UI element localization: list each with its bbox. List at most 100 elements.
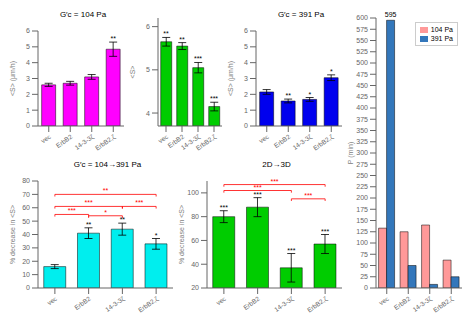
svg-text:***: *** [304,192,312,199]
svg-text:*: * [330,68,333,75]
svg-text:ErbB2: ErbB2 [273,133,292,149]
svg-text:100: 100 [356,239,368,246]
svg-text:***: *** [210,95,218,102]
svg-text:14-3-3ζ: 14-3-3ζ [411,295,433,314]
svg-text:0: 0 [26,122,30,129]
svg-text:575: 575 [356,26,368,33]
svg-text:2: 2 [244,91,248,98]
svg-text:**: ** [86,221,92,228]
svg-text:20: 20 [22,258,30,265]
svg-text:4: 4 [26,59,30,66]
svg-text:450: 450 [356,82,368,89]
svg-text:14-3-3ζ: 14-3-3ζ [73,133,95,152]
svg-text:P (min): P (min) [347,142,355,164]
svg-text:14-3-3ζ: 14-3-3ζ [291,133,313,152]
svg-text:150: 150 [356,217,368,224]
svg-text:600: 600 [356,14,368,21]
svg-text:80: 80 [22,177,30,184]
svg-text:<S> (μm/h): <S> (μm/h) [9,61,17,96]
svg-text:125: 125 [356,228,368,235]
svg-text:4: 4 [244,59,248,66]
svg-text:4: 4 [146,110,150,117]
svg-text:ErbB2: ErbB2 [73,295,92,311]
svg-text:***: *** [321,228,329,235]
svg-text:525: 525 [356,48,368,55]
svg-text:ErbB2: ErbB2 [242,295,261,311]
svg-text:vec: vec [46,294,59,306]
svg-text:*: * [308,91,311,98]
svg-text:500: 500 [356,59,368,66]
svg-text:vec: vec [258,132,271,144]
svg-text:325: 325 [356,138,368,145]
svg-text:***: *** [220,204,228,211]
svg-text:***: *** [68,207,76,214]
svg-text:3: 3 [26,75,30,82]
svg-text:0: 0 [364,284,368,291]
svg-text:ErbB2,ζ: ErbB2,ζ [312,133,335,153]
svg-text:5: 5 [26,43,30,50]
svg-text:6: 6 [146,23,150,30]
svg-text:14-3-3ζ: 14-3-3ζ [104,295,126,314]
svg-text:60: 60 [22,204,30,211]
svg-text:400: 400 [356,104,368,111]
svg-text:vec: vec [378,294,391,306]
svg-text:475: 475 [356,71,368,78]
svg-text:70: 70 [22,191,30,198]
svg-text:***: *** [194,55,202,62]
svg-text:6: 6 [244,27,248,34]
svg-text:50: 50 [22,218,30,225]
svg-text:60: 60 [191,237,199,244]
svg-text:ErbB2,ζ: ErbB2,ζ [195,133,218,153]
svg-text:ErbB2,ζ: ErbB2,ζ [306,295,329,315]
svg-text:***: *** [135,199,143,206]
svg-text:ErbB2: ErbB2 [393,295,412,311]
svg-text:100: 100 [187,189,199,196]
svg-text:10: 10 [22,271,30,278]
svg-text:550: 550 [356,37,368,44]
svg-text:275: 275 [356,161,368,168]
svg-text:***: *** [270,178,278,185]
svg-text:<S>: <S> [129,66,136,79]
svg-text:40: 40 [22,231,30,238]
svg-text:***: *** [287,247,295,254]
svg-text:**: ** [111,35,117,42]
svg-text:595: 595 [385,11,397,18]
svg-text:250: 250 [356,172,368,179]
svg-text:5: 5 [244,43,248,50]
svg-text:ErbB2,ζ: ErbB2,ζ [137,295,160,315]
svg-text:***: *** [254,184,262,191]
svg-text:ErbB2,ζ: ErbB2,ζ [432,295,455,315]
svg-text:***: *** [254,191,262,198]
svg-text:<S> (μm/h): <S> (μm/h) [227,61,235,96]
svg-text:***: *** [85,199,93,206]
svg-text:**: ** [163,30,169,37]
svg-text:200: 200 [356,194,368,201]
svg-text:1: 1 [244,107,248,114]
svg-text:425: 425 [356,93,368,100]
svg-text:% decrease in <S>: % decrease in <S> [178,205,185,264]
svg-text:0: 0 [26,284,30,291]
svg-text:20: 20 [191,284,199,291]
svg-text:% decrease in <S>: % decrease in <S> [9,205,16,264]
svg-text:14-3-3ζ: 14-3-3ζ [273,295,295,314]
svg-text:25: 25 [360,273,368,280]
svg-text:225: 225 [356,183,368,190]
svg-text:2: 2 [26,91,30,98]
svg-text:30: 30 [22,244,30,251]
svg-text:**: ** [179,36,185,43]
svg-text:40: 40 [191,261,199,268]
svg-text:50: 50 [360,262,368,269]
svg-text:375: 375 [356,116,368,123]
svg-text:75: 75 [360,251,368,258]
svg-text:**: ** [103,187,109,194]
svg-text:80: 80 [191,213,199,220]
svg-text:5: 5 [146,66,150,73]
svg-text:vec: vec [215,294,228,306]
svg-text:vec: vec [40,132,53,144]
svg-text:*: * [155,232,158,239]
svg-text:**: ** [286,92,292,99]
svg-text:1: 1 [26,107,30,114]
svg-text:*: * [104,209,107,216]
svg-text:175: 175 [356,206,368,213]
svg-text:350: 350 [356,127,368,134]
